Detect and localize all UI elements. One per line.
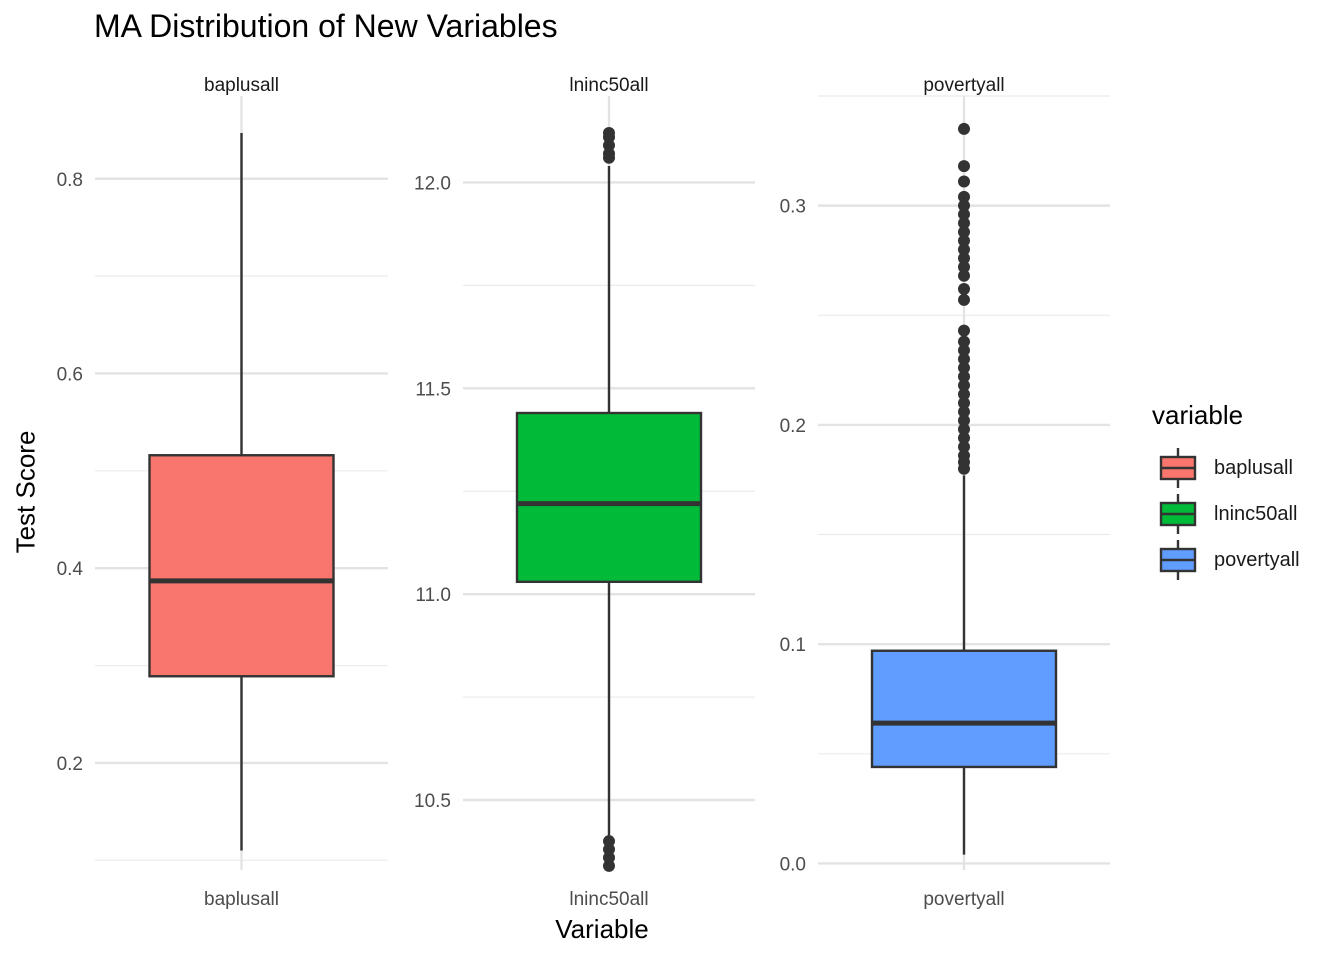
legend-key-povertyall (1156, 538, 1200, 582)
outlier-point (603, 859, 615, 872)
y-tick-label: 0.6 (57, 364, 83, 385)
outlier-point (603, 843, 615, 856)
y-tick-label: 0.1 (780, 635, 806, 656)
y-tick-label: 10.5 (414, 791, 451, 812)
legend-key-lninc50all (1156, 492, 1200, 536)
outlier-point (958, 423, 970, 436)
facet-strip-label: baplusall (204, 75, 279, 96)
y-tick-label: 0.0 (780, 854, 806, 875)
outlier-point (958, 449, 970, 462)
outlier-point (958, 225, 970, 238)
outlier-point (958, 293, 970, 306)
y-tick-label: 11.0 (415, 585, 451, 606)
y-axis-title: Test Score (10, 430, 41, 554)
legend-label: povertyall (1214, 548, 1300, 571)
outlier-point (958, 217, 970, 230)
outlier-point (958, 379, 970, 392)
outlier-point (958, 269, 970, 282)
outlier-point (958, 122, 970, 135)
outlier-point (958, 175, 970, 188)
legend: variable baplusall lninc50all povertyall (1152, 400, 1300, 583)
outlier-point (958, 335, 970, 348)
legend-key-glyph (1159, 540, 1197, 580)
outlier-point (958, 261, 970, 274)
y-tick-label: 0.4 (57, 559, 84, 580)
box-iqr (148, 454, 335, 678)
outlier-point (958, 199, 970, 212)
legend-item-baplusall: baplusall (1152, 445, 1300, 491)
legend-key-glyph (1159, 448, 1197, 488)
outlier-point (958, 243, 970, 256)
legend-label: lninc50all (1214, 502, 1298, 525)
outlier-point (603, 851, 615, 864)
outlier-point (958, 190, 970, 203)
y-tick-label: 0.2 (780, 416, 806, 437)
y-tick-label: 12.0 (414, 173, 451, 194)
outlier-point (958, 353, 970, 366)
outlier-point (958, 361, 970, 374)
legend-item-povertyall: povertyall (1152, 537, 1300, 583)
y-tick-label: 0.3 (780, 197, 806, 218)
outlier-point (603, 127, 615, 140)
legend-key-glyph (1159, 494, 1197, 534)
outlier-point (958, 252, 970, 265)
x-tick-label: baplusall (204, 889, 279, 910)
legend-label: baplusall (1214, 456, 1293, 479)
outlier-point (958, 396, 970, 409)
outlier-point (603, 139, 615, 152)
legend-title: variable (1152, 400, 1244, 430)
facet-strip-label: lninc50all (569, 75, 648, 96)
x-axis-title: Variable (555, 914, 649, 944)
outlier-point (958, 405, 970, 418)
outlier-point (958, 432, 970, 445)
legend-key-baplusall (1156, 446, 1200, 490)
box-iqr (515, 411, 703, 584)
box-iqr (870, 649, 1058, 769)
y-tick-label: 11.5 (415, 379, 451, 400)
outlier-point (958, 440, 970, 453)
outlier-point (958, 282, 970, 295)
x-tick-label: lninc50all (569, 889, 648, 910)
legend-item-lninc50all: lninc50all (1152, 491, 1300, 537)
outlier-point (958, 414, 970, 427)
outlier-point (958, 344, 970, 357)
outlier-point (958, 370, 970, 383)
outlier-point (958, 208, 970, 221)
outlier-point (958, 234, 970, 247)
outlier-point (958, 388, 970, 401)
outlier-point (603, 147, 615, 160)
outlier-point (603, 835, 615, 848)
outlier-point (958, 324, 970, 337)
y-tick-label: 0.2 (57, 754, 83, 775)
x-tick-label: povertyall (923, 889, 1004, 910)
facet-strip-label: povertyall (923, 75, 1004, 96)
outlier-point (958, 160, 970, 173)
chart-title: MA Distribution of New Variables (94, 8, 558, 44)
y-tick-label: 0.8 (57, 170, 83, 191)
